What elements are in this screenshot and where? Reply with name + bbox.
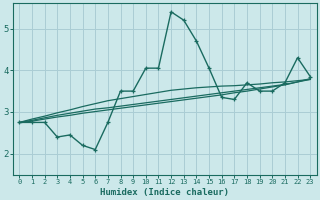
X-axis label: Humidex (Indice chaleur): Humidex (Indice chaleur) <box>100 188 229 197</box>
